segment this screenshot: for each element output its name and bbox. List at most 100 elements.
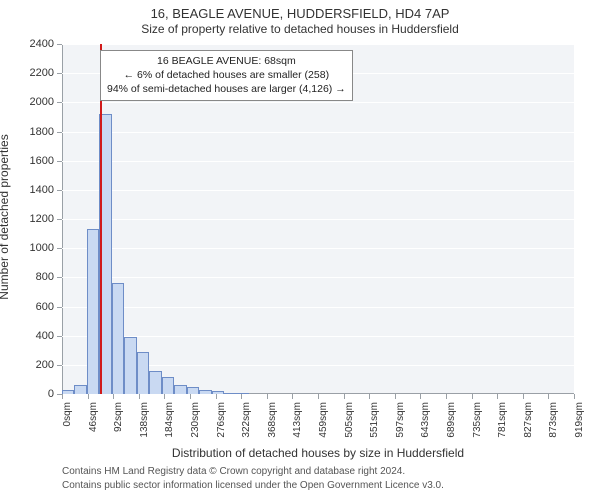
x-tick-label: 92sqm bbox=[113, 402, 124, 452]
x-tick-mark bbox=[139, 394, 140, 399]
y-axis-label: Number of detached properties bbox=[0, 127, 11, 307]
gridline bbox=[62, 102, 574, 103]
gridline bbox=[62, 248, 574, 249]
y-tick-mark bbox=[57, 161, 62, 162]
x-tick-mark bbox=[574, 394, 575, 399]
histogram-bar bbox=[112, 283, 124, 394]
x-tick-label: 505sqm bbox=[344, 402, 355, 452]
histogram-bar bbox=[199, 390, 211, 394]
y-tick-mark bbox=[57, 132, 62, 133]
histogram-bar bbox=[62, 390, 74, 394]
x-tick-label: 46sqm bbox=[88, 402, 99, 452]
x-tick-label: 413sqm bbox=[292, 402, 303, 452]
histogram-bar bbox=[137, 352, 149, 394]
y-tick-label: 2400 bbox=[24, 38, 54, 50]
footer-line-2: Contains public sector information licen… bbox=[62, 480, 444, 491]
y-tick-label: 800 bbox=[24, 271, 54, 283]
histogram-bar bbox=[87, 229, 99, 394]
histogram-bar bbox=[224, 393, 236, 394]
histogram-bar bbox=[187, 387, 199, 394]
annotation-line: ← 6% of detached houses are smaller (258… bbox=[107, 68, 346, 82]
x-tick-mark bbox=[318, 394, 319, 399]
x-tick-label: 0sqm bbox=[62, 402, 73, 452]
gridline bbox=[62, 190, 574, 191]
x-tick-mark bbox=[62, 394, 63, 399]
x-tick-label: 735sqm bbox=[472, 402, 483, 452]
x-tick-label: 551sqm bbox=[369, 402, 380, 452]
x-tick-mark bbox=[548, 394, 549, 399]
y-tick-mark bbox=[57, 248, 62, 249]
y-tick-mark bbox=[57, 336, 62, 337]
histogram-bar bbox=[212, 391, 224, 394]
gridline bbox=[62, 219, 574, 220]
y-tick-label: 1000 bbox=[24, 242, 54, 254]
x-tick-label: 322sqm bbox=[241, 402, 252, 452]
x-tick-label: 184sqm bbox=[164, 402, 175, 452]
gridline bbox=[62, 336, 574, 337]
annotation-box: 16 BEAGLE AVENUE: 68sqm← 6% of detached … bbox=[100, 50, 353, 101]
histogram-bar bbox=[162, 377, 174, 395]
y-tick-mark bbox=[57, 44, 62, 45]
x-tick-mark bbox=[190, 394, 191, 399]
y-tick-mark bbox=[57, 102, 62, 103]
x-tick-label: 368sqm bbox=[267, 402, 278, 452]
histogram-bar bbox=[149, 371, 161, 394]
x-tick-label: 873sqm bbox=[548, 402, 559, 452]
chart-container: 16, BEAGLE AVENUE, HUDDERSFIELD, HD4 7AP… bbox=[0, 0, 600, 500]
x-tick-mark bbox=[216, 394, 217, 399]
x-tick-label: 230sqm bbox=[190, 402, 201, 452]
histogram-bar bbox=[174, 385, 186, 394]
y-tick-mark bbox=[57, 277, 62, 278]
annotation-line: 94% of semi-detached houses are larger (… bbox=[107, 82, 346, 96]
x-tick-label: 827sqm bbox=[523, 402, 534, 452]
x-tick-mark bbox=[472, 394, 473, 399]
histogram-bar bbox=[237, 393, 249, 394]
gridline bbox=[62, 307, 574, 308]
x-tick-label: 597sqm bbox=[395, 402, 406, 452]
x-tick-mark bbox=[113, 394, 114, 399]
x-tick-label: 643sqm bbox=[420, 402, 431, 452]
x-tick-mark bbox=[344, 394, 345, 399]
y-tick-label: 600 bbox=[24, 301, 54, 313]
y-tick-label: 1200 bbox=[24, 213, 54, 225]
x-tick-mark bbox=[420, 394, 421, 399]
chart-title-secondary: Size of property relative to detached ho… bbox=[0, 22, 600, 36]
gridline bbox=[62, 277, 574, 278]
y-tick-label: 200 bbox=[24, 359, 54, 371]
x-tick-mark bbox=[267, 394, 268, 399]
x-tick-label: 781sqm bbox=[497, 402, 508, 452]
x-tick-mark bbox=[523, 394, 524, 399]
gridline bbox=[62, 161, 574, 162]
y-tick-mark bbox=[57, 219, 62, 220]
x-tick-mark bbox=[292, 394, 293, 399]
x-tick-label: 689sqm bbox=[446, 402, 457, 452]
y-tick-mark bbox=[57, 190, 62, 191]
x-tick-label: 138sqm bbox=[139, 402, 150, 452]
y-tick-mark bbox=[57, 73, 62, 74]
histogram-bar bbox=[124, 337, 136, 394]
y-tick-mark bbox=[57, 365, 62, 366]
y-tick-label: 2000 bbox=[24, 96, 54, 108]
x-tick-mark bbox=[497, 394, 498, 399]
x-tick-mark bbox=[395, 394, 396, 399]
y-tick-label: 1400 bbox=[24, 184, 54, 196]
gridline bbox=[62, 44, 574, 45]
x-tick-label: 919sqm bbox=[574, 402, 585, 452]
x-tick-mark bbox=[164, 394, 165, 399]
x-tick-mark bbox=[446, 394, 447, 399]
chart-title-primary: 16, BEAGLE AVENUE, HUDDERSFIELD, HD4 7AP bbox=[0, 6, 600, 21]
histogram-bar bbox=[74, 385, 86, 394]
x-tick-label: 276sqm bbox=[216, 402, 227, 452]
y-tick-label: 1600 bbox=[24, 155, 54, 167]
y-tick-label: 2200 bbox=[24, 67, 54, 79]
y-tick-label: 0 bbox=[24, 388, 54, 400]
x-tick-label: 459sqm bbox=[318, 402, 329, 452]
y-tick-label: 400 bbox=[24, 330, 54, 342]
gridline bbox=[62, 132, 574, 133]
annotation-line: 16 BEAGLE AVENUE: 68sqm bbox=[107, 54, 346, 68]
x-tick-mark bbox=[88, 394, 89, 399]
x-tick-mark bbox=[369, 394, 370, 399]
footer-line-1: Contains HM Land Registry data © Crown c… bbox=[62, 466, 405, 477]
y-tick-label: 1800 bbox=[24, 126, 54, 138]
x-tick-mark bbox=[241, 394, 242, 399]
